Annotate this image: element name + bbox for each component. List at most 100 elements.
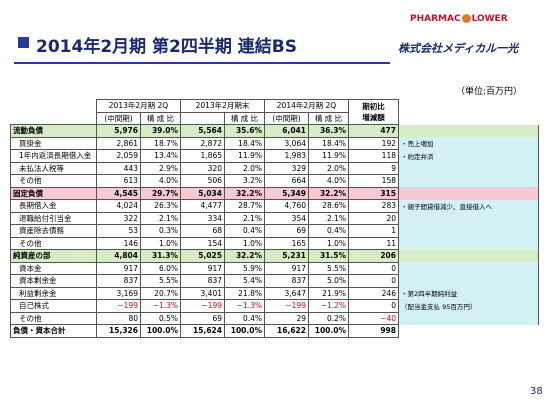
change-cell: 1 bbox=[348, 224, 399, 238]
value-cell: 0.5% bbox=[140, 311, 181, 325]
period-header: 2014年2月期 2Q bbox=[264, 99, 349, 113]
change-cell: 0 bbox=[348, 274, 399, 288]
value-cell: 5,349 bbox=[264, 186, 309, 200]
value-cell: 4,477 bbox=[180, 199, 225, 213]
value-cell: 28.6% bbox=[308, 199, 349, 213]
value-cell: 31.3% bbox=[140, 249, 181, 263]
value-cell: 165 bbox=[264, 236, 309, 250]
row-label: 長期借入金 bbox=[10, 199, 97, 213]
row-label: その他 bbox=[10, 174, 97, 188]
value-cell: 1.0% bbox=[140, 236, 181, 250]
row-label: その他 bbox=[10, 236, 97, 250]
value-cell: 21.9% bbox=[308, 286, 349, 300]
row-label: 未払法人税等 bbox=[10, 161, 97, 175]
note-header bbox=[399, 100, 539, 113]
value-cell: −199 bbox=[96, 299, 141, 313]
value-cell: 1,865 bbox=[180, 149, 225, 163]
note-cell bbox=[399, 325, 539, 338]
value-cell: 15,624 bbox=[180, 324, 225, 338]
value-cell: 18.4% bbox=[308, 136, 349, 150]
value-cell: 4.0% bbox=[308, 174, 349, 188]
note-cell bbox=[398, 249, 539, 262]
table-row: 負債・資本合計 15,326 100.0% 15,624 100.0% 16,622 100… bbox=[10, 324, 539, 338]
table-row: 資本金 917 6.0% 917 5.9% 917 5.5% 0 bbox=[10, 261, 539, 275]
title-bullet bbox=[18, 37, 29, 48]
change-cell: 158 bbox=[348, 174, 399, 188]
value-cell: 5,976 bbox=[96, 124, 141, 138]
period-header: 2013年2月期 2Q bbox=[96, 99, 181, 113]
value-cell: 837 bbox=[180, 274, 225, 288]
brand-right: LOWER bbox=[471, 14, 508, 24]
table-row: 自己株式 −199 −1.3% −199 −1.3% −199 −1.2% 0 （配当金支払 9… bbox=[10, 299, 539, 313]
note-cell bbox=[398, 187, 539, 200]
table-row: 買掛金 2,861 18.7% 2,872 18.4% 3,064 18.4% 192 ・売上増… bbox=[10, 136, 539, 150]
value-cell: 5.4% bbox=[224, 274, 265, 288]
value-cell: 3,647 bbox=[264, 286, 309, 300]
value-cell: 5,025 bbox=[180, 249, 225, 263]
change-cell: 206 bbox=[348, 249, 399, 263]
value-cell: 2.0% bbox=[308, 161, 349, 175]
value-cell: 4.0% bbox=[140, 174, 181, 188]
value-cell: 69 bbox=[264, 224, 309, 238]
value-cell: 443 bbox=[96, 161, 141, 175]
value-cell: 26.3% bbox=[140, 199, 181, 213]
note-cell: （配当金支払 95百万円） bbox=[398, 299, 539, 312]
change-cell: 315 bbox=[348, 186, 399, 200]
sub-header bbox=[180, 111, 225, 125]
change-header-line: 期初比 bbox=[362, 102, 385, 111]
value-cell: 5.5% bbox=[140, 274, 181, 288]
value-cell: −1.3% bbox=[224, 299, 265, 313]
sub-header: (中間期) bbox=[264, 111, 309, 125]
table-row: 長期借入金 4,024 26.3% 4,477 28.7% 4,760 28.6% 283 ・親… bbox=[10, 199, 539, 213]
note-cell bbox=[398, 262, 539, 275]
value-cell: 3,064 bbox=[264, 136, 309, 150]
value-cell: 11.9% bbox=[308, 149, 349, 163]
note-cell: ・売上増加 bbox=[398, 137, 539, 150]
slide-title: 2014年2月期 第2四半期 連結BS bbox=[36, 37, 298, 57]
value-cell: 18.4% bbox=[224, 136, 265, 150]
note-cell bbox=[398, 274, 539, 287]
value-cell: 5,564 bbox=[180, 124, 225, 138]
table-row: 純資産の部 4,804 31.3% 5,025 32.2% 5,231 31.5% 206 bbox=[10, 249, 539, 263]
row-label: 流動負債 bbox=[10, 124, 97, 138]
value-cell: 68 bbox=[180, 224, 225, 238]
note-cell bbox=[398, 237, 539, 250]
change-cell: 9 bbox=[348, 161, 399, 175]
value-cell: 2.0% bbox=[224, 161, 265, 175]
value-cell: 2.1% bbox=[308, 211, 349, 225]
sub-header: 構 成 比 bbox=[308, 111, 349, 125]
value-cell: 53 bbox=[96, 224, 141, 238]
note-cell: ・約定弁済 bbox=[398, 149, 539, 162]
row-label: 負債・資本合計 bbox=[10, 324, 97, 338]
value-cell: 3,401 bbox=[180, 286, 225, 300]
value-cell: 1.0% bbox=[308, 236, 349, 250]
change-cell: 998 bbox=[348, 324, 399, 338]
value-cell: 4,545 bbox=[96, 186, 141, 200]
value-cell: 320 bbox=[180, 161, 225, 175]
value-cell: 100.0% bbox=[308, 324, 349, 338]
value-cell: 0.3% bbox=[140, 224, 181, 238]
value-cell: 5,034 bbox=[180, 186, 225, 200]
row-label: 利益剰余金 bbox=[10, 286, 97, 300]
value-cell: 5.9% bbox=[224, 261, 265, 275]
table-row: その他 146 1.0% 154 1.0% 165 1.0% 11 bbox=[10, 236, 539, 250]
period-header: 2013年2月期末 bbox=[180, 99, 265, 113]
value-cell: 32.2% bbox=[224, 186, 265, 200]
brand-left: PHARMAC bbox=[410, 14, 461, 24]
change-cell: 118 bbox=[348, 149, 399, 163]
company-name: 株式会社メディカル一光 bbox=[398, 42, 519, 55]
table-row: 資産除去債務 53 0.3% 68 0.4% 69 0.4% 1 bbox=[10, 224, 539, 238]
row-label: 資本剰余金 bbox=[10, 274, 97, 288]
value-cell: 146 bbox=[96, 236, 141, 250]
page-number: 38 bbox=[530, 386, 543, 397]
value-cell: 3.2% bbox=[224, 174, 265, 188]
change-cell: 0 bbox=[348, 299, 399, 313]
note-cell bbox=[398, 174, 539, 187]
table-row: 未払法人税等 443 2.9% 320 2.0% 329 2.0% 9 bbox=[10, 161, 539, 175]
row-label: 資産除去債務 bbox=[10, 224, 97, 238]
sub-header: 構 成 比 bbox=[224, 111, 265, 125]
value-cell: 329 bbox=[264, 161, 309, 175]
value-cell: 3,169 bbox=[96, 286, 141, 300]
note-cell bbox=[398, 312, 539, 325]
